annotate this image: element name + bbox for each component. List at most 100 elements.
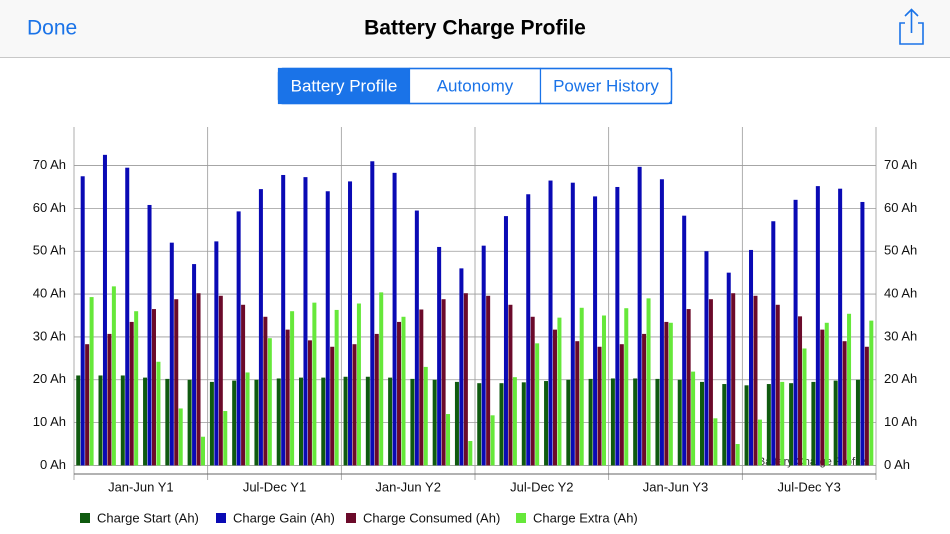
done-button[interactable]: Done bbox=[27, 17, 77, 40]
bar bbox=[454, 381, 459, 466]
bar bbox=[601, 315, 606, 466]
bar bbox=[397, 321, 402, 466]
legend-swatch bbox=[216, 513, 226, 523]
bar bbox=[535, 343, 540, 466]
bar bbox=[588, 378, 593, 466]
bar bbox=[486, 295, 491, 466]
bar bbox=[691, 371, 696, 466]
bar bbox=[570, 182, 575, 466]
bar bbox=[85, 344, 90, 466]
bar bbox=[441, 299, 446, 466]
bar bbox=[143, 377, 148, 466]
bar bbox=[700, 381, 705, 466]
bar bbox=[370, 161, 375, 466]
legend-label: Charge Start (Ah) bbox=[97, 510, 199, 525]
bar bbox=[165, 378, 170, 466]
bar bbox=[802, 348, 807, 466]
bar bbox=[566, 379, 571, 466]
bar bbox=[771, 221, 776, 466]
bar bbox=[677, 379, 682, 466]
share-box bbox=[899, 22, 924, 45]
bar bbox=[659, 179, 664, 466]
bar bbox=[356, 303, 361, 466]
bar bbox=[365, 376, 370, 466]
bar bbox=[89, 297, 94, 466]
bar bbox=[343, 376, 348, 466]
bar bbox=[169, 242, 174, 466]
bar bbox=[401, 316, 406, 466]
y2-tick-label: 60 Ah bbox=[884, 200, 917, 215]
bar bbox=[214, 241, 219, 466]
bar bbox=[174, 299, 179, 466]
y-tick-label: 70 Ah bbox=[33, 157, 66, 172]
bar bbox=[285, 329, 290, 466]
bar bbox=[241, 304, 246, 466]
bar bbox=[414, 210, 419, 466]
segment[interactable] bbox=[408, 67, 542, 105]
bar bbox=[276, 378, 281, 466]
share-button[interactable] bbox=[899, 8, 924, 45]
bar bbox=[98, 375, 103, 466]
bar bbox=[682, 215, 687, 466]
bar bbox=[156, 361, 161, 466]
bar bbox=[459, 268, 464, 466]
bar bbox=[704, 251, 709, 466]
bar bbox=[552, 329, 557, 466]
bar bbox=[107, 333, 112, 466]
bar bbox=[503, 216, 508, 466]
bar bbox=[642, 333, 647, 466]
x-tick-label: Jan-Jun Y2 bbox=[375, 479, 441, 494]
bar bbox=[842, 341, 847, 466]
bar bbox=[80, 176, 85, 466]
bar bbox=[187, 379, 192, 466]
bar bbox=[192, 264, 197, 466]
bar bbox=[129, 321, 134, 466]
bar bbox=[312, 302, 317, 466]
legend-label: Charge Extra (Ah) bbox=[533, 510, 638, 525]
bar bbox=[593, 196, 598, 466]
bar bbox=[120, 375, 125, 466]
bar bbox=[379, 292, 384, 466]
bar bbox=[633, 378, 638, 466]
y-tick-label: 50 Ah bbox=[33, 243, 66, 258]
bar bbox=[615, 186, 620, 466]
bar bbox=[102, 154, 107, 466]
bar bbox=[388, 377, 393, 466]
bar bbox=[575, 341, 580, 466]
bar bbox=[334, 309, 339, 466]
bar bbox=[134, 311, 139, 466]
segment[interactable] bbox=[539, 67, 673, 105]
x-tick-label: Jan-Jun Y3 bbox=[643, 479, 709, 494]
nav-title: Battery Charge Profile bbox=[364, 17, 586, 40]
y2-tick-label: 0 Ah bbox=[884, 457, 910, 472]
bar bbox=[544, 381, 549, 466]
bar bbox=[218, 295, 223, 466]
segmented-control: Battery Profile Autonomy Power History bbox=[277, 67, 673, 105]
bar bbox=[789, 383, 794, 466]
bar bbox=[798, 316, 803, 466]
x-tick-label: Jul-Dec Y1 bbox=[243, 479, 306, 494]
bar bbox=[530, 316, 535, 466]
bar bbox=[423, 366, 428, 466]
bar bbox=[512, 377, 517, 466]
bar bbox=[838, 188, 843, 466]
bar bbox=[236, 211, 241, 466]
bar bbox=[151, 309, 156, 466]
bar bbox=[557, 317, 562, 466]
y2-tick-label: 30 Ah bbox=[884, 328, 917, 343]
segment-label: Autonomy bbox=[437, 76, 514, 95]
bar bbox=[125, 167, 130, 466]
bar bbox=[713, 418, 718, 466]
bar bbox=[811, 381, 816, 466]
bar bbox=[646, 298, 651, 466]
bar bbox=[775, 304, 780, 466]
bar bbox=[548, 180, 553, 466]
bar bbox=[446, 414, 451, 466]
bar bbox=[722, 384, 727, 466]
segment-label: Battery Profile bbox=[291, 76, 398, 95]
bar bbox=[824, 322, 829, 466]
bar bbox=[419, 309, 424, 466]
y-tick-label: 40 Ah bbox=[33, 286, 66, 301]
